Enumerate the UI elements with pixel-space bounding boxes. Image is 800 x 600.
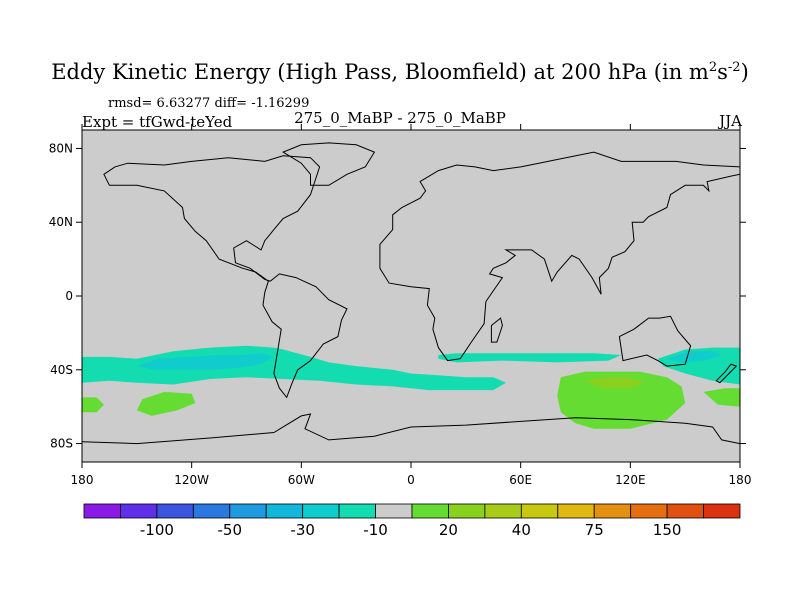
title-unit-close: ) bbox=[740, 60, 749, 84]
colorbar-box bbox=[192, 503, 231, 519]
plot-content bbox=[82, 142, 740, 445]
colorbar-box bbox=[411, 503, 449, 519]
colorbar-box bbox=[229, 503, 267, 519]
colorbar-label: -100 bbox=[140, 521, 174, 539]
colorbar-label: 20 bbox=[439, 521, 458, 539]
colorbar-box bbox=[703, 503, 741, 519]
contour-region-indian-ocean-streak bbox=[438, 353, 622, 363]
lon-tick-label: 180 bbox=[729, 473, 752, 487]
colorbar-box bbox=[265, 503, 304, 519]
colorbar-box bbox=[557, 503, 595, 519]
contour-region-indian-ocean-green bbox=[557, 371, 686, 429]
contour-region-east-pacific-core bbox=[666, 351, 722, 363]
coastline-australia bbox=[618, 315, 692, 367]
colorbar-box bbox=[302, 503, 340, 519]
lat-tick-label: 80S bbox=[50, 437, 73, 451]
contour-region-south-pacific-green bbox=[136, 391, 196, 416]
colorbar-box bbox=[666, 503, 704, 519]
colorbar-label: 40 bbox=[512, 521, 531, 539]
title-unit-s: s bbox=[717, 60, 728, 84]
colorbar-box bbox=[83, 503, 121, 519]
title-unit-exponent-2: -2 bbox=[727, 60, 741, 75]
colorbar-label: 75 bbox=[585, 521, 604, 539]
colorbar-box bbox=[630, 503, 668, 519]
contour-region-east-edge-green bbox=[703, 388, 740, 407]
chart-title: Eddy Kinetic Energy (High Pass, Bloomfie… bbox=[0, 60, 800, 84]
coastline-antarctica bbox=[82, 413, 740, 445]
colorbar-box bbox=[484, 503, 522, 519]
colorbar-box bbox=[520, 503, 559, 519]
coastline-americas bbox=[103, 155, 348, 399]
lat-tick-label: 0 bbox=[65, 289, 73, 303]
lon-tick-label: 60E bbox=[509, 473, 532, 487]
contour-region-west-edge-green bbox=[82, 397, 104, 413]
lat-tick-label: 80N bbox=[49, 141, 73, 155]
stats-label: rmsd= 6.63277 diff= -1.16299 bbox=[108, 96, 310, 111]
lat-tick-label: 40S bbox=[50, 363, 73, 377]
colorbar-box bbox=[338, 503, 376, 519]
contour-region-indian-ocean-yellowgreen bbox=[584, 377, 645, 389]
contour-region-southern-pacific-core bbox=[136, 353, 274, 370]
colorbar-label: 150 bbox=[653, 521, 682, 539]
colorbar-box bbox=[120, 503, 158, 519]
colorbar-label: -30 bbox=[290, 521, 315, 539]
season-label: JJA bbox=[719, 112, 742, 130]
lat-tick-label: 40N bbox=[49, 215, 73, 229]
contour-region-southern-pacific-band bbox=[82, 345, 506, 391]
colorbar-box bbox=[593, 503, 632, 519]
colorbar-box bbox=[448, 503, 486, 519]
experiment-label: Expt = tfGwd-teYed bbox=[82, 113, 233, 131]
lon-tick-label: 120E bbox=[615, 473, 646, 487]
coastline-eurasia-africa bbox=[379, 151, 740, 362]
lon-tick-label: 0 bbox=[407, 473, 415, 487]
coastline-greenland bbox=[281, 142, 376, 186]
colorbar-label: -50 bbox=[218, 521, 243, 539]
coastline-new-zealand bbox=[715, 363, 738, 384]
lon-tick-label: 60W bbox=[288, 473, 315, 487]
coastline-madagascar bbox=[490, 317, 503, 343]
colorbar-box bbox=[156, 503, 194, 519]
lon-tick-label: 180 bbox=[71, 473, 94, 487]
lon-tick-label: 120W bbox=[174, 473, 209, 487]
chart-title-text: Eddy Kinetic Energy (High Pass, Bloomfie… bbox=[51, 60, 709, 84]
case-label: 275_0_MaBP - 275_0_MaBP bbox=[294, 109, 506, 127]
colorbar-box bbox=[375, 503, 413, 519]
title-unit-exponent-1: 2 bbox=[708, 60, 718, 75]
colorbar-label: -10 bbox=[363, 521, 388, 539]
